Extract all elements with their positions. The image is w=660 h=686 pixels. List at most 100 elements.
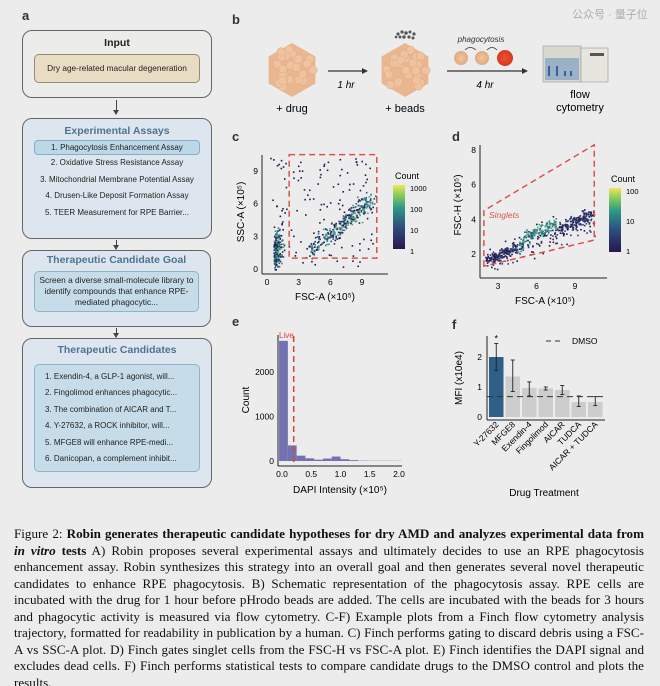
density-point: [355, 161, 358, 164]
y-tick-label: 6: [253, 199, 258, 209]
density-point: [369, 207, 371, 209]
density-point: [548, 227, 550, 229]
density-point: [562, 234, 565, 237]
density-point: [587, 213, 590, 216]
histogram-bar: [322, 458, 332, 461]
density-point: [358, 213, 361, 216]
scatter-c: 0 3 6 9 0 3 6 9 FSC-A (×10⁵) SSC-A (×10⁵) Count 100…: [236, 153, 427, 303]
density-point: [546, 234, 549, 236]
density-point: [370, 193, 372, 196]
density-point: [534, 228, 536, 231]
density-point: [275, 264, 278, 266]
candidates-list: 1. Exendin-4, a GLP-1 agonist, will... 2…: [34, 364, 200, 473]
density-point: [490, 260, 492, 262]
density-point: [508, 252, 510, 255]
density-point: [309, 246, 312, 248]
density-point: [512, 246, 514, 249]
caption-title: Robin generates therapeutic candidate hy…: [66, 526, 645, 541]
density-point: [544, 225, 546, 228]
density-point: [561, 224, 564, 226]
density-point: [293, 235, 295, 238]
density-point: [582, 223, 584, 226]
density-point: [555, 225, 557, 228]
density-point: [275, 244, 277, 246]
input-title: Input: [104, 37, 130, 49]
density-point: [284, 212, 286, 214]
density-point: [281, 240, 283, 242]
density-point: [326, 205, 328, 208]
density-point: [279, 248, 282, 250]
density-point: [350, 213, 353, 216]
density-point: [513, 238, 516, 240]
density-point: [301, 170, 304, 172]
density-point: [302, 262, 304, 264]
colorbar: [393, 185, 405, 249]
density-point: [560, 228, 563, 231]
density-point: [544, 232, 546, 235]
density-point: [501, 257, 504, 259]
density-point: [359, 214, 362, 217]
density-point: [538, 245, 541, 247]
density-point: [276, 231, 278, 234]
density-point: [368, 205, 371, 207]
candidate-item: 1. Exendin-4, a GLP-1 agonist, will...: [45, 372, 175, 381]
density-point: [280, 243, 283, 246]
colorbar-tick: 100: [410, 205, 423, 214]
density-point: [549, 225, 551, 228]
density-point: [276, 253, 278, 255]
density-point: [504, 247, 507, 250]
density-point: [309, 255, 311, 257]
bar: [538, 388, 553, 417]
density-point: [349, 207, 351, 210]
density-point: [350, 215, 352, 217]
density-point: [505, 248, 508, 251]
singlets-gate: [483, 143, 595, 268]
density-point: [359, 242, 361, 245]
density-point: [357, 208, 360, 211]
density-point: [279, 234, 281, 237]
histogram-bar: [287, 445, 297, 461]
density-point: [529, 236, 532, 238]
density-point: [323, 203, 325, 206]
density-point: [333, 224, 336, 226]
density-point: [590, 214, 593, 216]
density-point: [523, 236, 526, 238]
density-point: [348, 214, 351, 217]
density-point: [521, 243, 523, 245]
density-point: [326, 229, 329, 231]
threshold-label: Live: [279, 331, 294, 340]
density-point: [275, 269, 277, 271]
density-point: [329, 230, 331, 232]
density-point: [590, 215, 593, 218]
colorbar-tick: 1: [626, 247, 630, 256]
density-point: [529, 242, 531, 245]
density-point: [526, 239, 528, 242]
density-point: [511, 243, 514, 245]
density-point: [538, 229, 541, 231]
density-point: [570, 234, 572, 237]
density-point: [502, 251, 505, 253]
assay-item: 3. Mitochondrial Membrane Potential Assa…: [40, 174, 194, 184]
density-point: [545, 224, 547, 227]
density-point: [277, 236, 280, 239]
density-point: [327, 233, 330, 236]
density-point: [498, 253, 500, 256]
density-point: [275, 260, 278, 263]
density-point: [573, 224, 576, 226]
density-point: [497, 256, 500, 259]
density-point: [354, 218, 356, 220]
density-point: [577, 218, 580, 221]
density-point: [339, 237, 341, 239]
density-point: [485, 259, 488, 261]
density-point: [506, 252, 509, 255]
density-point: [274, 262, 277, 264]
density-point: [530, 233, 532, 236]
density-point: [333, 231, 335, 234]
density-point: [335, 227, 338, 230]
density-point: [365, 207, 368, 209]
density-point: [283, 178, 286, 180]
density-point: [353, 218, 356, 221]
density-point: [276, 243, 279, 246]
density-point: [578, 223, 580, 226]
density-point: [318, 245, 320, 247]
